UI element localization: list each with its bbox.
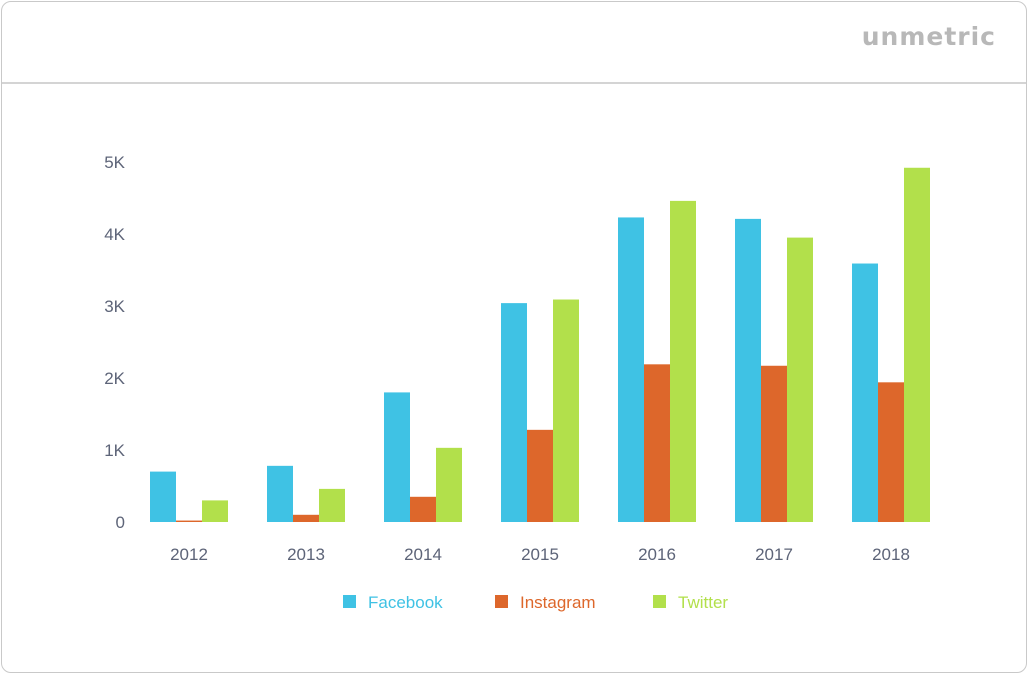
bar-twitter-2017 bbox=[787, 237, 813, 522]
header-divider bbox=[2, 82, 1026, 84]
legend-swatch-twitter bbox=[653, 595, 666, 608]
legend: Facebook Instagram Twitter bbox=[343, 593, 728, 612]
x-tick-label: 2012 bbox=[170, 545, 208, 564]
bar-instagram-2017 bbox=[761, 365, 787, 522]
y-axis: 0 1K 2K 3K 4K 5K bbox=[104, 153, 125, 532]
bar-instagram-2016 bbox=[644, 364, 670, 522]
bar-twitter-2015 bbox=[553, 299, 579, 522]
legend-swatch-facebook bbox=[343, 595, 356, 608]
y-tick-label: 4K bbox=[104, 225, 125, 244]
bar-twitter-2012 bbox=[202, 500, 228, 522]
bar-facebook-2012 bbox=[150, 471, 176, 522]
legend-swatch-instagram bbox=[495, 595, 508, 608]
y-tick-label: 2K bbox=[104, 369, 125, 388]
y-tick-label: 1K bbox=[104, 441, 125, 460]
bar-facebook-2018 bbox=[852, 263, 878, 522]
bar-instagram-2015 bbox=[527, 429, 553, 522]
bar-twitter-2014 bbox=[436, 447, 462, 522]
bar-facebook-2014 bbox=[384, 392, 410, 522]
y-tick-label: 0 bbox=[116, 513, 125, 532]
legend-label-instagram: Instagram bbox=[520, 593, 596, 612]
bar-twitter-2018 bbox=[904, 167, 930, 522]
x-tick-label: 2018 bbox=[872, 545, 910, 564]
legend-label-facebook: Facebook bbox=[368, 593, 443, 612]
x-tick-label: 2015 bbox=[521, 545, 559, 564]
bar-instagram-2012 bbox=[176, 520, 202, 522]
x-tick-label: 2016 bbox=[638, 545, 676, 564]
bar-facebook-2016 bbox=[618, 217, 644, 522]
bar-twitter-2016 bbox=[670, 200, 696, 522]
bar-facebook-2013 bbox=[267, 465, 293, 522]
bar-instagram-2013 bbox=[293, 514, 319, 522]
x-tick-label: 2014 bbox=[404, 545, 442, 564]
x-tick-label: 2013 bbox=[287, 545, 325, 564]
bar-facebook-2017 bbox=[735, 218, 761, 522]
bars bbox=[150, 167, 930, 522]
y-tick-label: 3K bbox=[104, 297, 125, 316]
bar-facebook-2015 bbox=[501, 303, 527, 522]
y-tick-label: 5K bbox=[104, 153, 125, 172]
legend-label-twitter: Twitter bbox=[678, 593, 728, 612]
bar-twitter-2013 bbox=[319, 488, 345, 522]
x-axis: 2012 2013 2014 2015 2016 2017 2018 bbox=[170, 545, 910, 564]
x-tick-label: 2017 bbox=[755, 545, 793, 564]
bar-instagram-2014 bbox=[410, 496, 436, 522]
bar-instagram-2018 bbox=[878, 382, 904, 522]
unmetric-logo: unmetric bbox=[861, 22, 996, 51]
